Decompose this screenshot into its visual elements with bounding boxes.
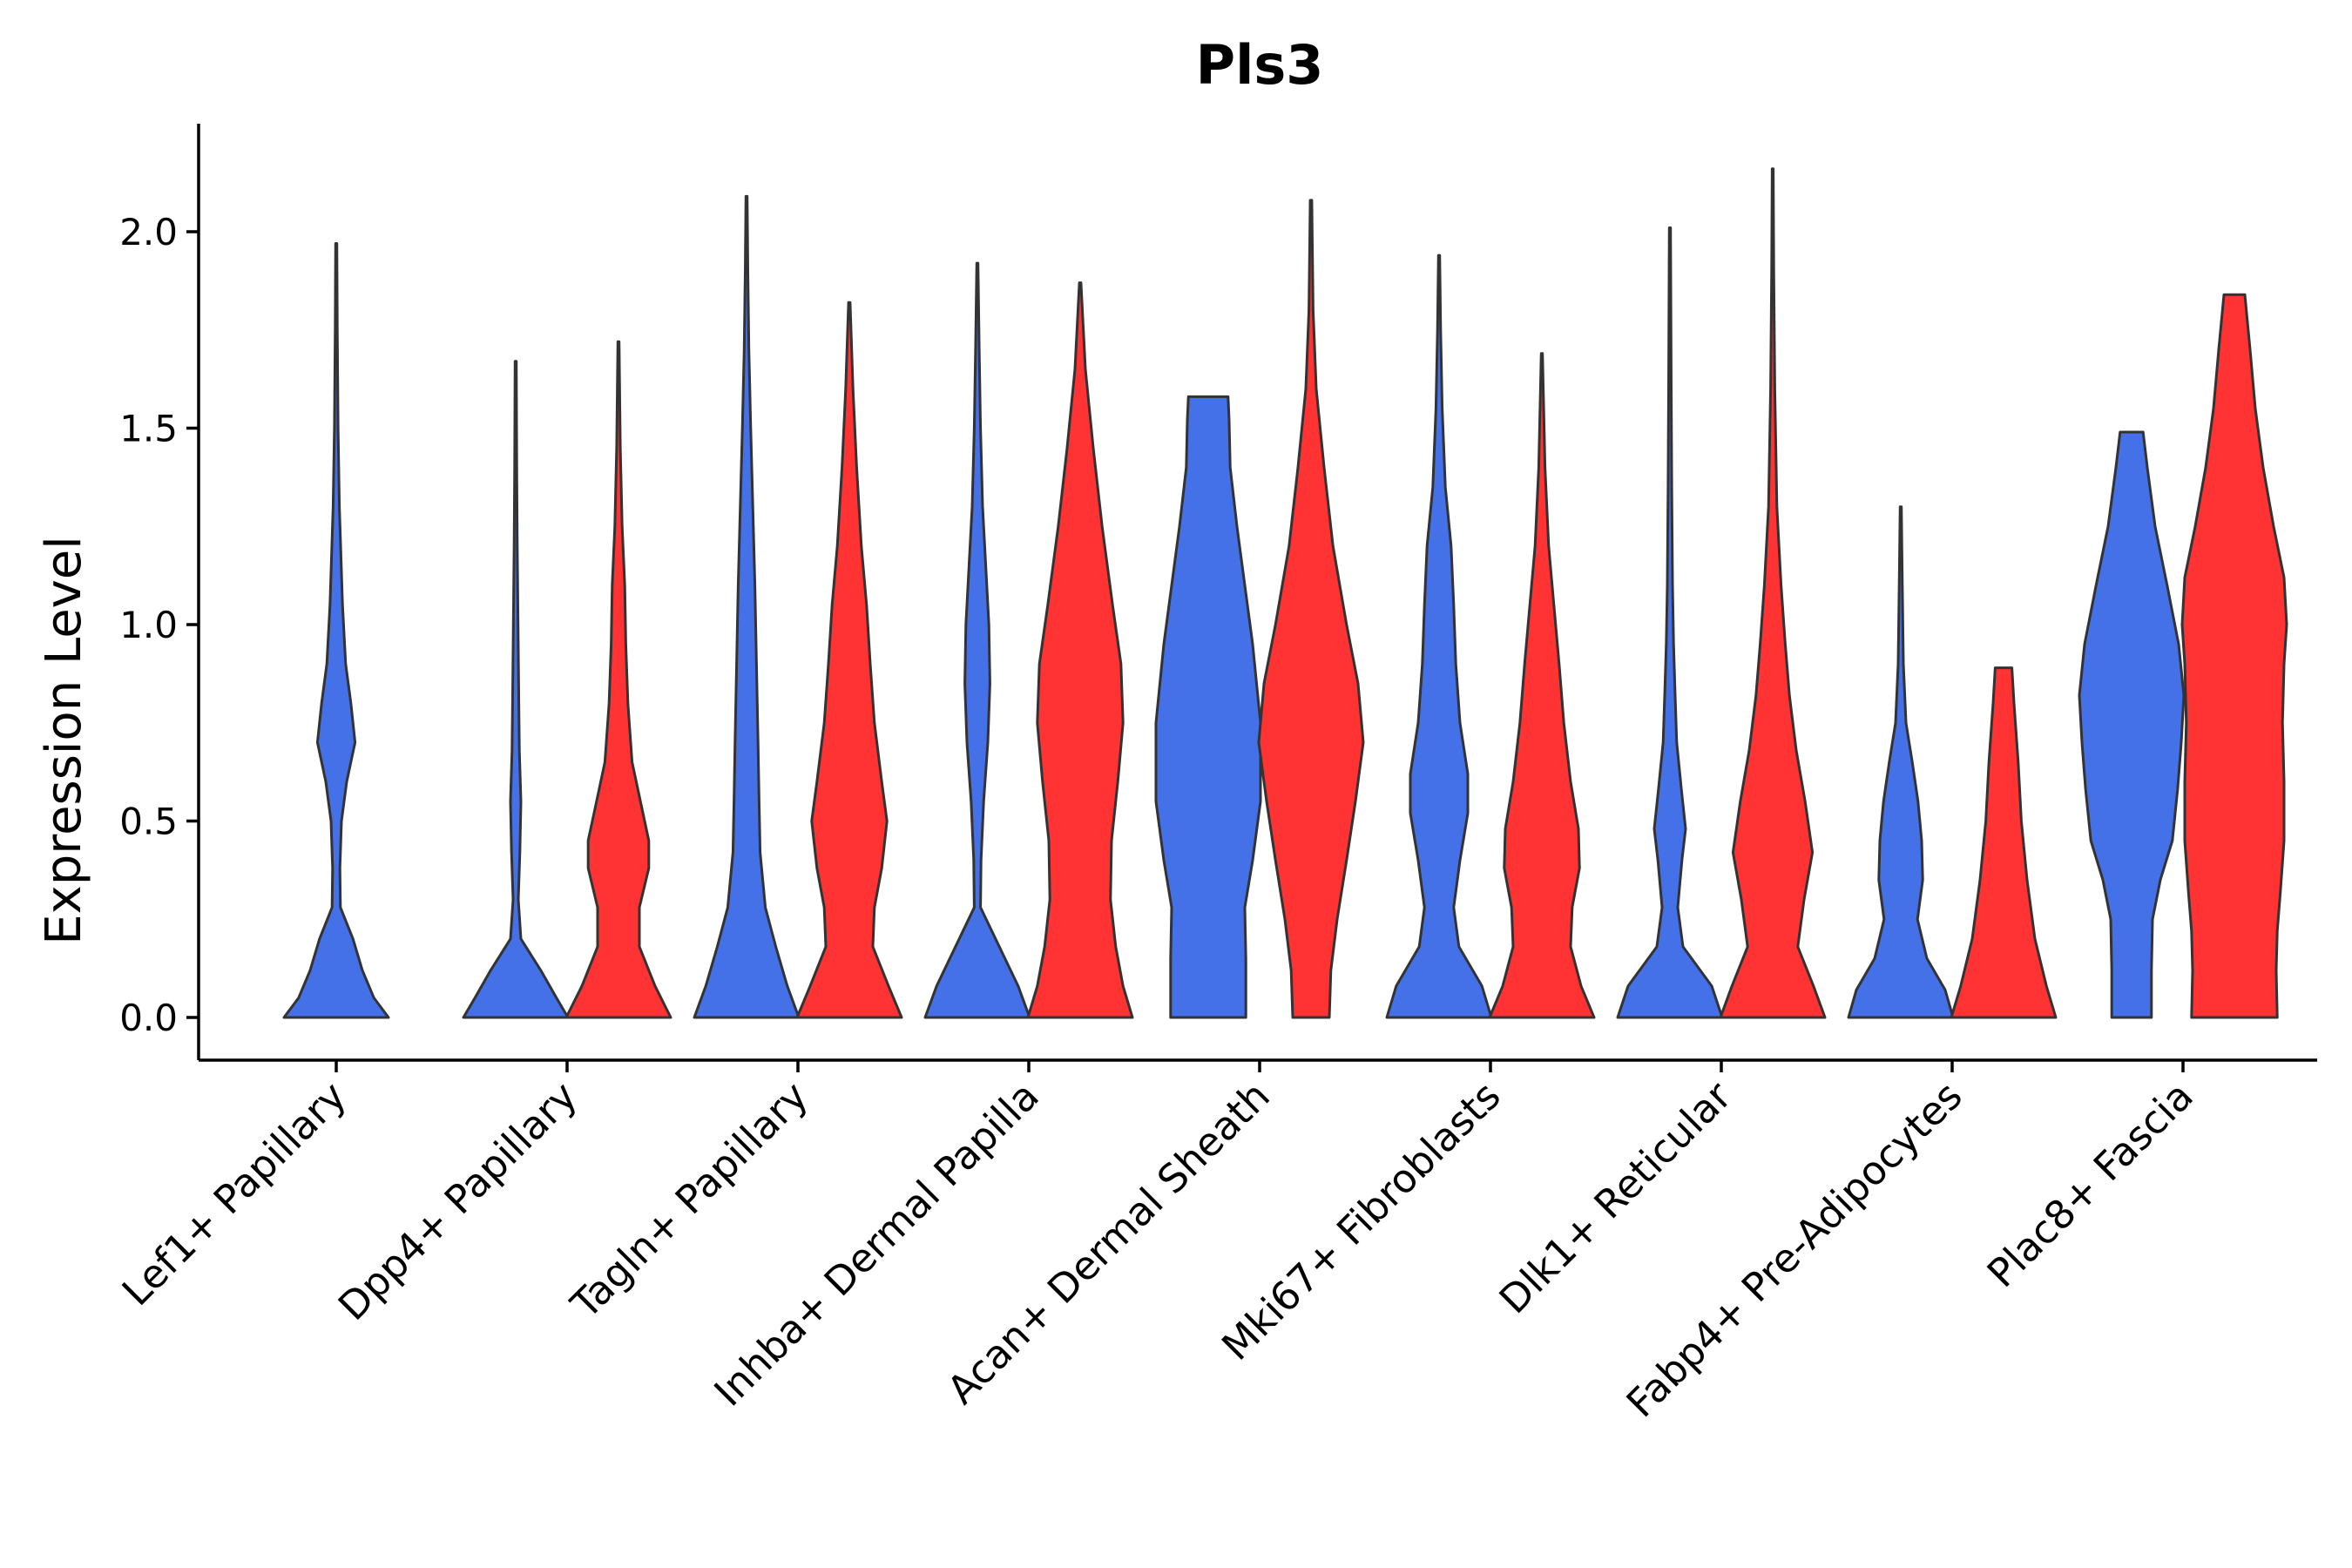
violin-group-2-cat-6 [1488, 352, 1596, 1019]
violin-group-1-cat-3 [693, 194, 801, 1019]
y-tick-label: 2.0 [119, 211, 178, 253]
y-axis-label: Expression Level [36, 536, 92, 945]
y-tick-label: 0.0 [119, 997, 178, 1039]
x-tick-label: Dpp4+ Papillary [329, 1072, 586, 1329]
violin-group-1-cat-5 [1154, 395, 1262, 1019]
y-tick-label: 0.5 [119, 801, 178, 843]
violin-group-1-cat-6 [1385, 253, 1493, 1019]
y-ticks-layer: 0.0 0.5 1.0 1.5 2.0 [119, 211, 199, 1039]
violin-group-1-cat-8 [1847, 505, 1955, 1019]
x-tick-label: Plac8+ Fascia [1978, 1072, 2202, 1296]
violin-group-1-cat-7 [1616, 226, 1724, 1019]
violin-group-2-cat-2 [564, 340, 672, 1019]
violin-group-1-cat-2 [462, 360, 570, 1019]
chart-title: Pls3 [1196, 33, 1324, 97]
violin-group-2-cat-4 [1026, 281, 1134, 1019]
violin-group-2-cat-5 [1257, 199, 1365, 1019]
violin-group-2-cat-3 [795, 301, 903, 1019]
violin-group-2-cat-9 [2180, 293, 2288, 1019]
violin-group-1-cat-4 [923, 261, 1031, 1019]
violin-group-1-cat-9 [2078, 430, 2186, 1019]
y-tick-label: 1.5 [119, 408, 178, 450]
x-tick-label: Lef1+ Papillary [113, 1072, 355, 1315]
violins-layer [282, 167, 2288, 1019]
y-tick-label: 1.0 [119, 604, 178, 646]
x-tick-label: Dlk1+ Reticular [1490, 1072, 1740, 1322]
violin-group-2-cat-8 [1950, 666, 2058, 1019]
x-tick-label: Tagln+ Papillary [562, 1072, 817, 1328]
violin-group-2-cat-7 [1719, 167, 1827, 1019]
violin-group-1-cat-1 [282, 242, 390, 1019]
